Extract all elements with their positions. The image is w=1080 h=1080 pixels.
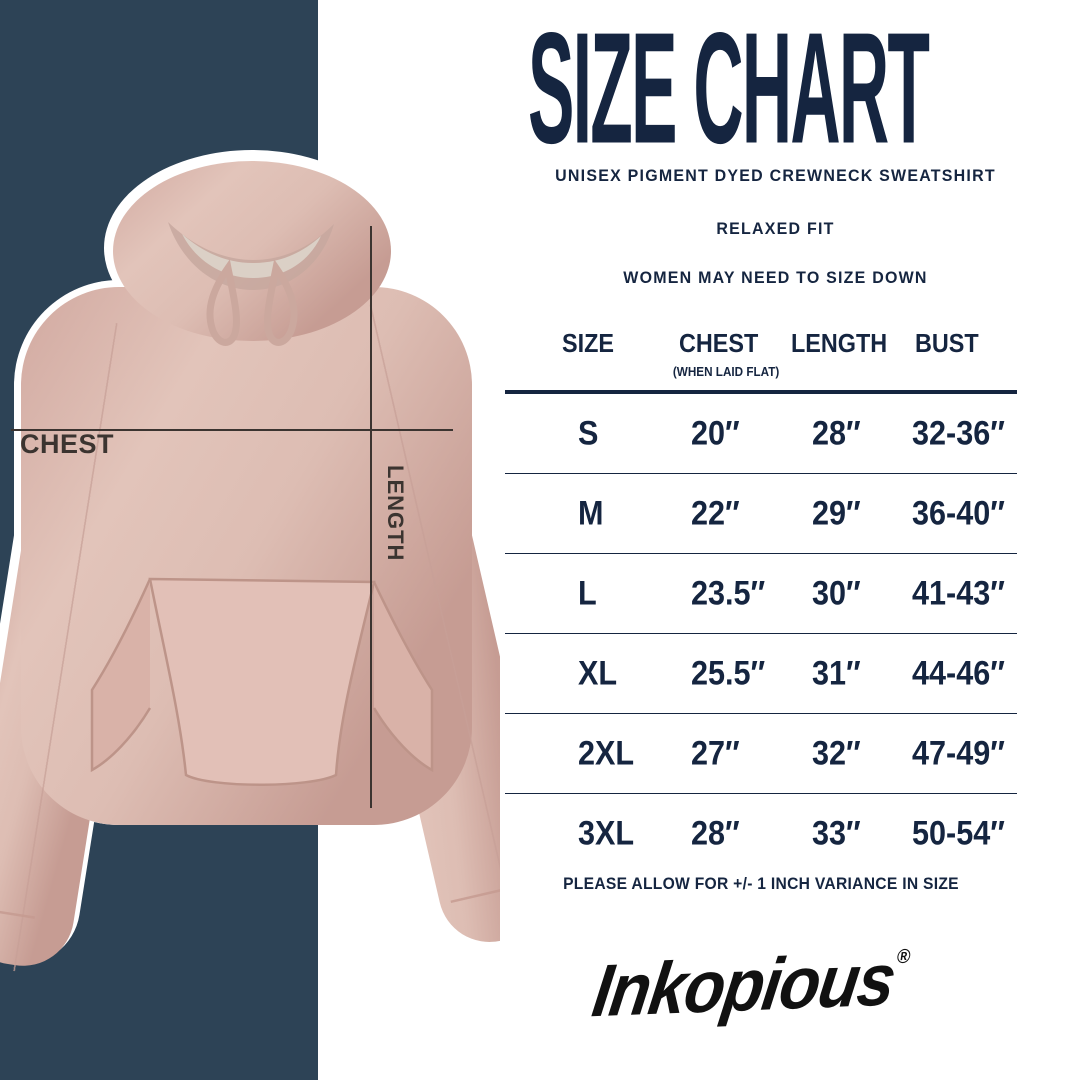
svg-text:CHEST: CHEST (20, 429, 114, 459)
svg-text:LENGTH: LENGTH (383, 465, 408, 561)
